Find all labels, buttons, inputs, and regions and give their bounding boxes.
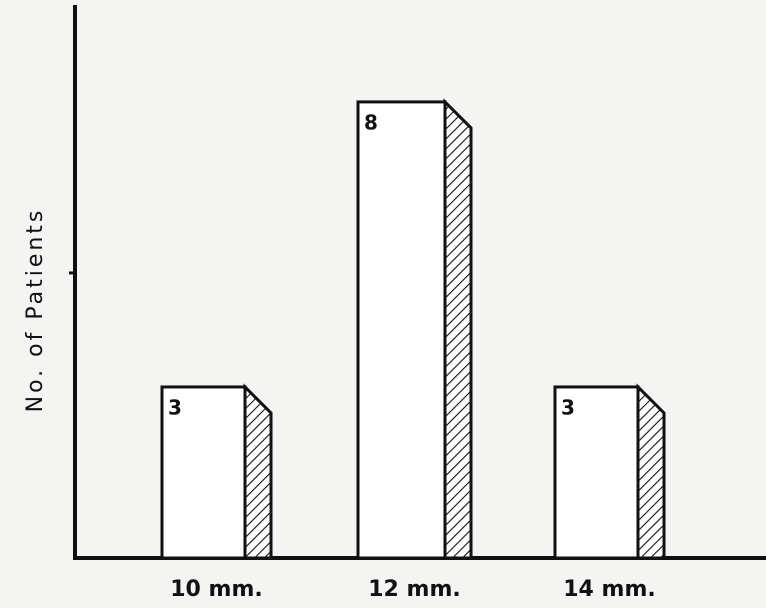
- x-tick-label: 12 mm.: [368, 577, 460, 602]
- page: No. of Patients 310 mm.812 mm.314 mm. ((…: [0, 0, 766, 608]
- bar: [358, 102, 445, 558]
- value-label: 3: [561, 395, 575, 419]
- value-label: 8: [364, 110, 378, 134]
- chart: No. of Patients 3 10 mm. 8 12 mm. 3 14 mm.: [0, 0, 766, 608]
- bar-side: [638, 387, 664, 558]
- value-label: 3: [168, 395, 182, 419]
- bar-side: [445, 102, 471, 558]
- bar-side: [245, 387, 271, 558]
- y-axis-label: No. of Patients: [23, 208, 48, 413]
- x-tick-label: 14 mm.: [563, 577, 655, 602]
- x-tick-label: 10 mm.: [170, 577, 262, 602]
